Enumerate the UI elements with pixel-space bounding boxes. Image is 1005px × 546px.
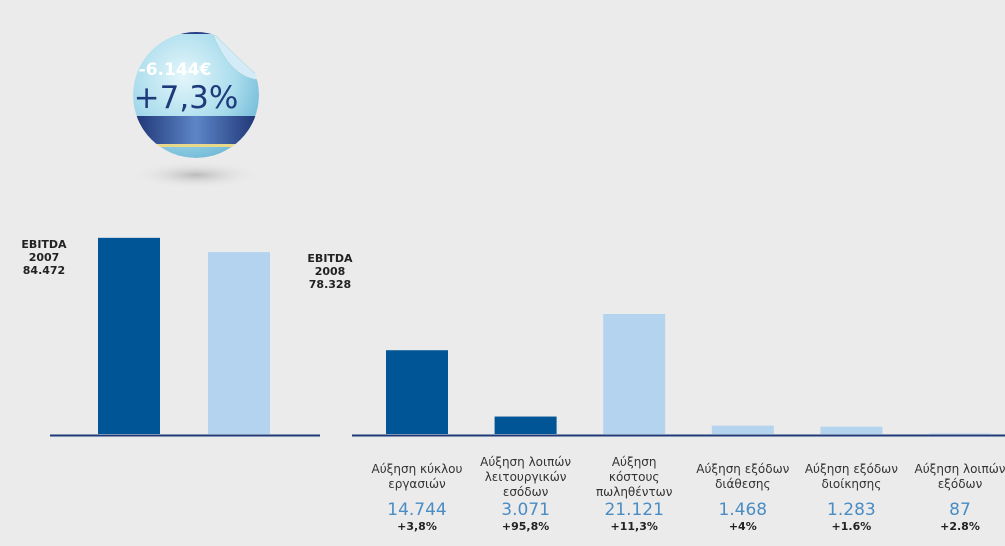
value-label: 3.071: [478, 501, 574, 520]
badge-change: +7,3%: [134, 80, 239, 116]
bar: [603, 314, 665, 434]
change-label: +4%: [695, 520, 791, 534]
value-label: 84.472: [14, 264, 74, 277]
value-label: 87: [912, 501, 1005, 520]
bar: [98, 238, 160, 434]
change-label: +95,8%: [478, 520, 574, 534]
category-label: Αύξηση εξόδων διοίκησης: [803, 453, 899, 501]
value-label: 14.744: [369, 501, 465, 520]
bar: [712, 426, 774, 434]
category-label: Αύξηση κύκλου εργασιών: [369, 453, 465, 501]
value-label: 21.121: [586, 501, 682, 520]
category-label: Αύξηση κόστους πωληθέντων: [586, 453, 682, 501]
category-label: Αύξηση λοιπών λειτουργικών εσόδων: [478, 453, 574, 501]
badge-shadow: [131, 161, 261, 189]
change-label: +1.6%: [803, 520, 899, 534]
bar: [386, 350, 448, 434]
category-label: 2007: [14, 251, 74, 264]
value-label: 1.468: [695, 501, 791, 520]
bar: [820, 427, 882, 434]
series-label: EBITDA: [300, 252, 360, 265]
bar: [208, 252, 270, 434]
badge-amount: -6.144€: [139, 60, 212, 80]
change-label: +3,8%: [369, 520, 465, 534]
series-label: EBITDA: [14, 238, 74, 251]
category-label: 2008: [300, 265, 360, 278]
bar: [495, 417, 557, 434]
value-label: 1.283: [803, 501, 899, 520]
value-label: 78.328: [300, 278, 360, 291]
category-label: Αύξηση λοιπών εξόδων: [912, 453, 1005, 501]
change-label: +11,3%: [586, 520, 682, 534]
change-label: +2.8%: [912, 520, 1005, 534]
page: -6.144€ +7,3% EBITDA200784.472EBITDA2008…: [0, 0, 1005, 546]
category-label: Αύξηση εξόδων διάθεσης: [695, 453, 791, 501]
